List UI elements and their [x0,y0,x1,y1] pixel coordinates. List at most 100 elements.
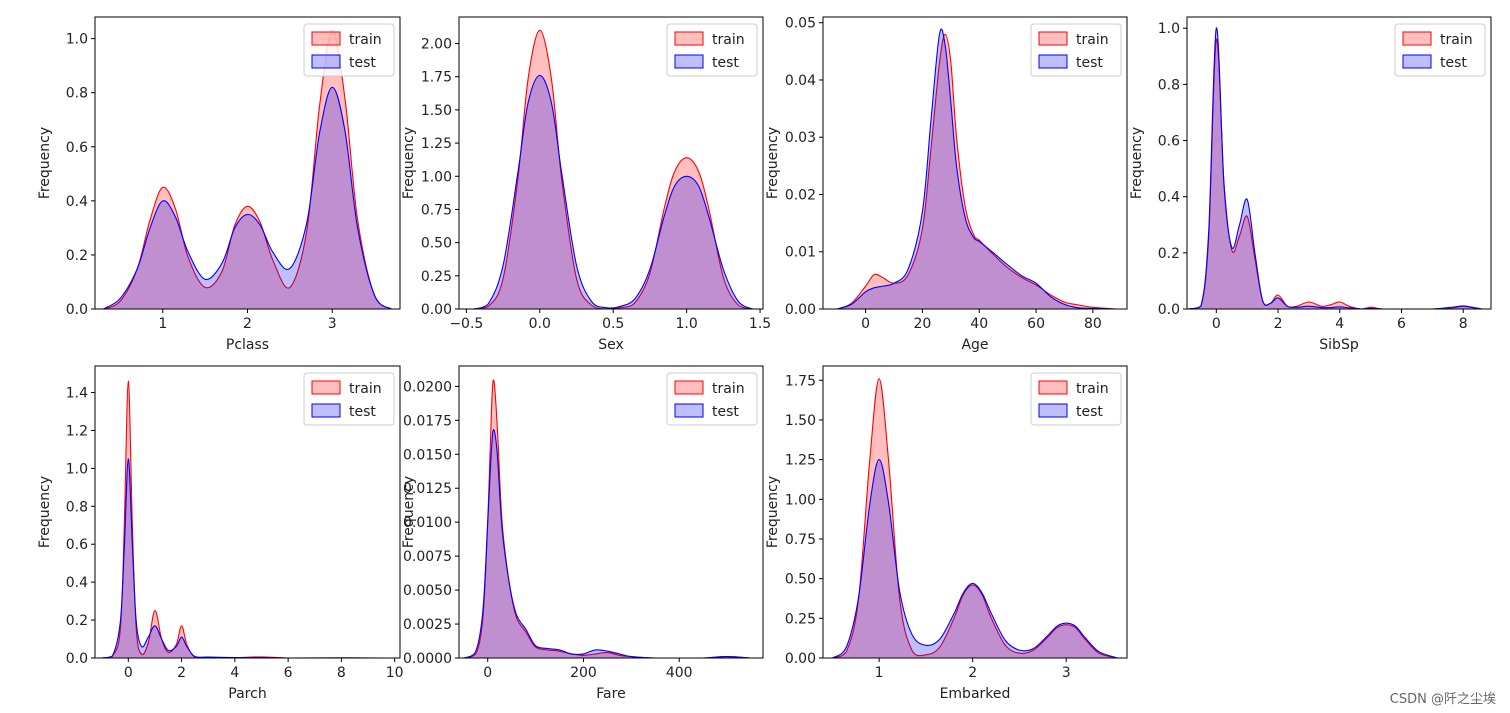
y-tick-label: 0.25 [785,611,816,627]
y-tick-label: 0.0 [1158,302,1180,318]
density-area-test [103,87,392,309]
legend-swatch-train [674,31,704,46]
x-tick-label: 400 [666,665,693,681]
legend-box [666,23,758,77]
y-tick-label: 0.0125 [403,481,452,497]
y-tick-label: 1.50 [785,413,816,429]
y-tick-label: 0.0050 [403,583,452,599]
legend-label-train: train [712,32,745,48]
x-tick-label: 6 [1397,316,1406,332]
x-tick-label: 8 [1459,316,1468,332]
legend-swatch-train [1038,31,1068,46]
y-tick-label: 0.4 [66,194,88,210]
legend-swatch-test [311,54,341,69]
legend-box [303,23,395,77]
y-tick-label: 1.00 [421,169,452,185]
x-tick-label: 0 [861,316,870,332]
axes-frame [822,16,1128,310]
legend-swatch-test [1038,54,1068,69]
y-tick-label: 0.0200 [403,379,452,395]
y-tick-label: 0.8 [66,86,88,102]
legend: train test [1394,23,1486,77]
density-area-train [101,381,382,658]
x-tick-label: 0 [1212,316,1221,332]
y-tick-label: 0.01 [785,245,816,261]
density-area-train [837,34,1116,309]
x-tick-label: 0 [483,665,492,681]
x-tick-label: 2 [177,665,186,681]
y-tick-label: 0.8 [1158,77,1180,93]
y-tick-label: 0.6 [66,537,88,553]
subplot-fare: 0 200 400 0.0000 0.0025 0.0050 0.0075 0.0100 0.0… [401,365,764,702]
y-tick-label: 1.0 [66,32,88,48]
y-tick-label: 0.50 [421,236,452,252]
x-tick-label: 2 [243,316,252,332]
legend-box [1030,372,1122,426]
y-tick-label: 0.0175 [403,413,452,429]
density-area-test [463,429,751,658]
y-tick-label: 0.00 [785,302,816,318]
legend-box [303,372,395,426]
y-tick-label: 0.2 [1158,246,1180,262]
legend-swatch-test [674,54,704,69]
legend-label-train: train [1076,381,1109,397]
legend: train test [303,372,395,426]
x-tick-label: 1 [158,316,167,332]
axes-frame [822,365,1128,659]
y-tick-label: 1.4 [66,386,88,402]
legend-label-test: test [1076,55,1103,71]
legend-swatch-train [1038,380,1068,395]
y-tick-label: 0.00 [421,302,452,318]
y-tick-label: 0.02 [785,187,816,203]
subplot-sex: −0.5 0.0 0.5 1.0 1.5 0.00 0.25 0.50 0.75 1.00 1.25… [401,16,771,353]
y-tick-label: 0.6 [66,140,88,156]
y-tick-label: 0.00 [785,651,816,667]
x-tick-label: 3 [328,316,337,332]
y-tick-label: 0.75 [785,532,816,548]
y-axis-label: Frequency [37,476,53,548]
y-tick-label: 0.0 [66,302,88,318]
legend-swatch-train [311,31,341,46]
y-tick-label: 1.2 [66,423,88,439]
legend-label-train: train [349,32,382,48]
y-tick-label: 0.0025 [403,617,452,633]
axes-frame [1186,16,1492,310]
legend-label-train: train [1076,32,1109,48]
x-tick-label: 1.0 [676,316,698,332]
x-tick-label: 0 [124,665,133,681]
legend-label-test: test [349,404,376,420]
y-tick-label: 0.03 [785,130,816,146]
density-line-test [832,459,1118,659]
legend-label-train: train [712,381,745,397]
y-tick-label: 0.6 [1158,134,1180,150]
subplot-pclass: 1 2 3 0.0 0.2 0.4 0.6 0.8 1.0 Pclass Frequency trai… [37,16,401,353]
legend-swatch-train [674,380,704,395]
y-axis-label: Frequency [1129,127,1145,199]
x-tick-label: 4 [1335,316,1344,332]
y-tick-label: 0.0 [66,651,88,667]
density-line-train [836,33,1116,310]
density-line-train [103,29,392,310]
x-axis-label: Embarked [940,686,1011,702]
density-line-test [103,86,392,310]
legend: train test [1030,372,1122,426]
x-tick-label: 1.5 [749,316,771,332]
x-tick-label: 0.5 [602,316,624,332]
x-axis-label: Pclass [226,337,269,353]
legend-swatch-test [674,403,704,418]
y-tick-label: 0.05 [785,16,816,32]
y-tick-label: 0.75 [421,202,452,218]
legend-box [1030,23,1122,77]
density-area-test [473,75,753,310]
y-tick-label: 1.50 [421,103,452,119]
x-tick-label: 1 [875,665,884,681]
density-line-test [101,458,382,659]
x-tick-label: 8 [337,665,346,681]
subplot-parch: 0 2 4 6 8 10 0.0 0.2 0.4 0.6 0.8 1.0 1.2 1.4 Parch Freq… [37,365,404,702]
x-tick-label: 4 [230,665,239,681]
axes-frame [458,365,764,659]
legend-label-train: train [1440,32,1473,48]
density-line-test [473,74,753,310]
x-tick-label: 10 [386,665,404,681]
y-tick-label: 0.50 [785,572,816,588]
